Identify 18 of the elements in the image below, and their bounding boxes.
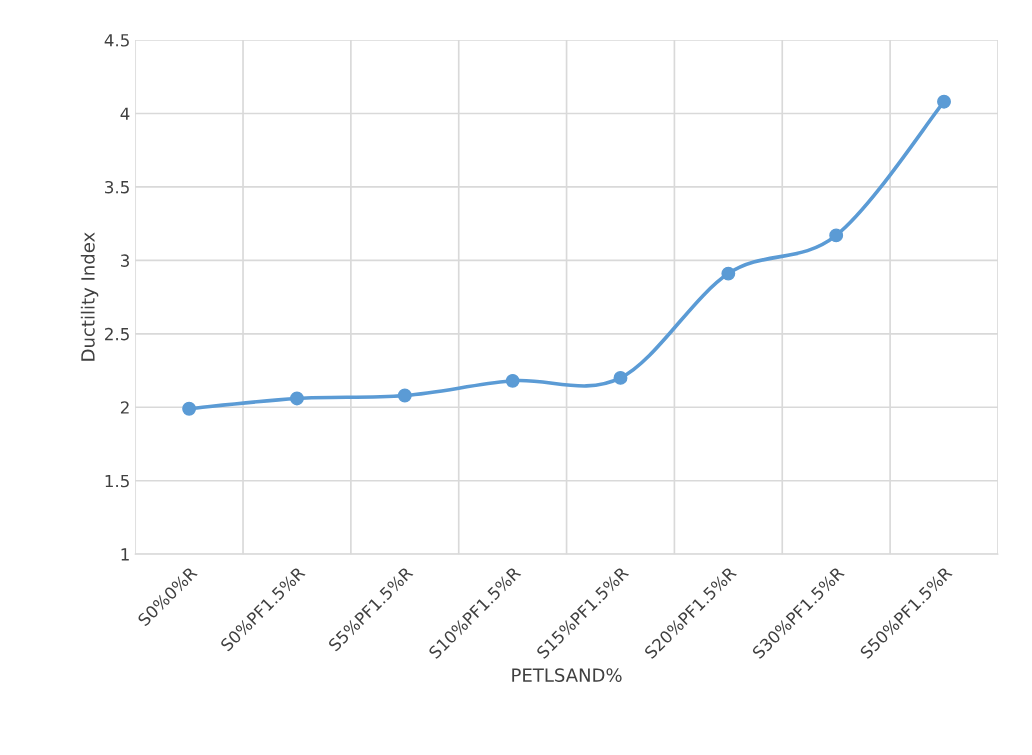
point (613, 370, 628, 385)
y-tick-label: 2.5 (105, 327, 129, 341)
point (829, 228, 844, 243)
y-tick-label: 3.5 (105, 180, 129, 194)
point (937, 94, 951, 109)
y-axis-title: Ductility Index (80, 232, 99, 361)
y-tick-label: 2 (120, 401, 129, 414)
point (182, 401, 197, 416)
point (397, 388, 412, 403)
point (290, 391, 304, 406)
y-tick-label: 4 (120, 107, 130, 120)
y-tick-label: 1 (121, 548, 129, 561)
point (721, 266, 736, 281)
y-tick-label: 1.5 (105, 474, 129, 488)
y-tick-label: 3 (121, 254, 129, 267)
y-tick-label: 4.5 (104, 34, 129, 47)
x-axis-title: PETLSAND% (512, 668, 622, 682)
point (505, 373, 520, 388)
